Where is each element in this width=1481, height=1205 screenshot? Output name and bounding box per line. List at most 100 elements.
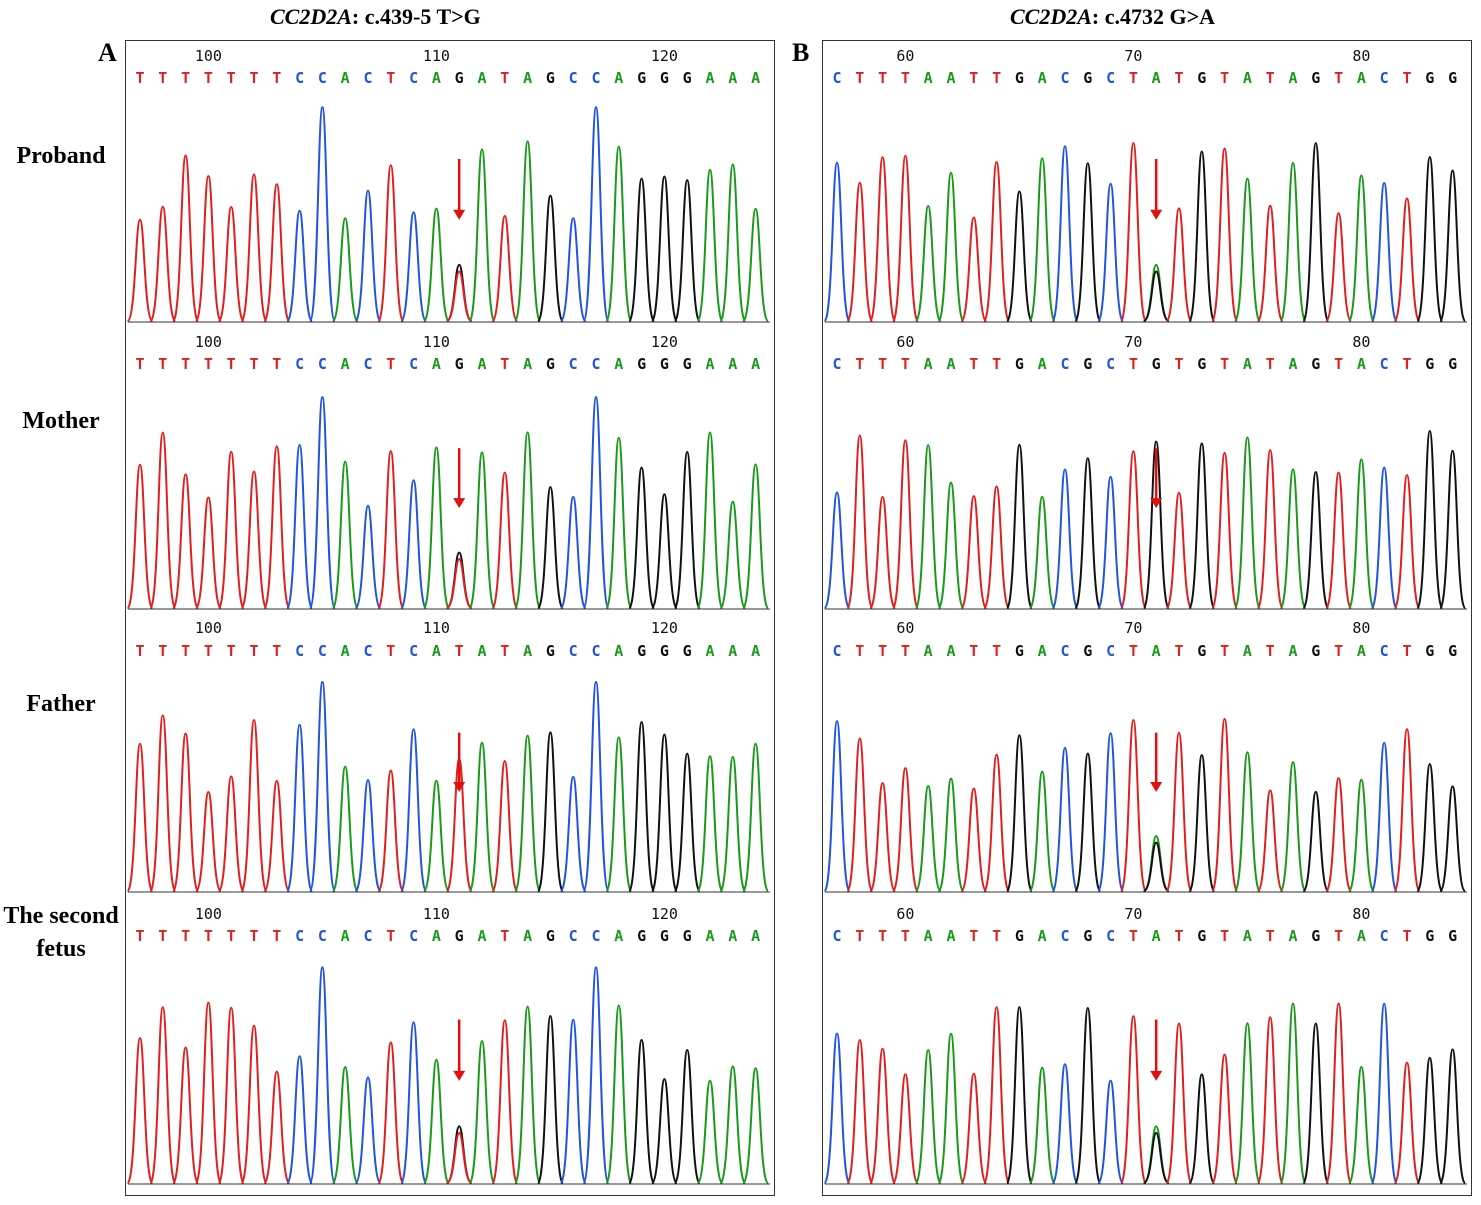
base-call: T (1334, 642, 1343, 660)
base-call: A (946, 927, 955, 945)
trace-peak (582, 106, 610, 322)
base-call: C (591, 927, 600, 945)
trace-peak (1142, 1125, 1170, 1184)
base-call: T (992, 927, 1001, 945)
trace-peak (240, 719, 268, 892)
base-call: A (614, 642, 623, 660)
trace-peak (1097, 1079, 1125, 1184)
panel-a-letter: A (98, 38, 117, 67)
base-call: G (1015, 927, 1024, 945)
trace-peak (559, 1018, 587, 1184)
base-call: T (1220, 642, 1229, 660)
position-label: 110 (423, 47, 450, 65)
base-call: A (924, 642, 933, 660)
base-call: A (477, 642, 486, 660)
trace-peak (1028, 157, 1056, 322)
base-call: T (386, 927, 395, 945)
base-call: T (969, 927, 978, 945)
trace-peak (217, 1006, 245, 1184)
trace-peak (869, 1047, 897, 1184)
trace-peak (514, 734, 542, 892)
base-call: T (1129, 642, 1138, 660)
trace-peak (400, 728, 428, 892)
base-call: C (1106, 355, 1115, 373)
position-label: 100 (195, 619, 222, 637)
trace-peak (1233, 436, 1261, 609)
trace-peak (869, 156, 897, 322)
base-call: C (1060, 642, 1069, 660)
base-call: T (272, 355, 281, 373)
base-call: C (1380, 355, 1389, 373)
trace-peak (1028, 770, 1056, 892)
trace-peak (377, 450, 405, 609)
trace-peak (823, 720, 851, 892)
trace-peak (126, 1036, 154, 1184)
trace-peak (1256, 204, 1284, 322)
trace-peak (1233, 751, 1261, 892)
base-call: A (1152, 642, 1161, 660)
panel-b-chromatograms: 60 70 80 C T T T A A T T G A C G C T A T G T A T A G T A C T G G 60 70 80… (822, 40, 1472, 1196)
base-call: T (158, 355, 167, 373)
trace-peak (354, 504, 382, 609)
trace-peak (468, 741, 496, 892)
base-call: A (705, 355, 714, 373)
trace-peak (650, 733, 678, 892)
trace-peak (1302, 142, 1330, 322)
trace-peak (1416, 763, 1444, 892)
panel-a-chromatograms: 100 110 120 T T T T T T T C C A C T C A G A T A G C C A G G G A A A 100… (125, 40, 775, 1196)
trace-peak (400, 211, 428, 322)
trace-peak (914, 785, 942, 892)
trace-peak (1439, 449, 1467, 609)
base-call: T (500, 642, 509, 660)
base-call: G (1083, 927, 1092, 945)
base-call: T (1220, 927, 1229, 945)
base-call: A (728, 927, 737, 945)
base-call: G (546, 355, 555, 373)
position-label: 120 (651, 905, 678, 923)
trace-peak (491, 760, 519, 892)
base-call: A (946, 69, 955, 87)
base-call: G (1197, 69, 1206, 87)
base-call: A (728, 642, 737, 660)
trace-peak (891, 767, 919, 892)
base-call: G (660, 642, 669, 660)
trace-peak (1439, 1048, 1467, 1184)
trace-peak (937, 171, 965, 322)
base-call: C (409, 642, 418, 660)
base-call: C (295, 69, 304, 87)
base-call: C (363, 69, 372, 87)
trace-peak (650, 493, 678, 609)
base-call: T (1402, 927, 1411, 945)
trace-peak (514, 1005, 542, 1184)
trace-peak (846, 737, 874, 892)
trace-peak (742, 463, 770, 609)
trace-peak (172, 1046, 200, 1184)
trace-peak (331, 765, 359, 892)
trace-peak (331, 1066, 359, 1184)
trace-peak (960, 495, 988, 609)
base-call: T (181, 642, 190, 660)
base-call: G (546, 642, 555, 660)
trace-peak (149, 431, 177, 609)
trace-peak (914, 444, 942, 609)
base-call: G (1015, 69, 1024, 87)
trace-peak (377, 769, 405, 892)
panel-b-letter: B (792, 38, 810, 67)
base-call: G (1311, 355, 1320, 373)
trace-peak (536, 194, 564, 322)
base-call: C (295, 355, 304, 373)
base-call: T (1266, 927, 1275, 945)
trace-peak (1074, 752, 1102, 892)
row-label-mother: Mother (22, 408, 100, 434)
base-call: T (969, 642, 978, 660)
base-call: C (1380, 642, 1389, 660)
trace-peak (536, 1015, 564, 1184)
trace-peak (217, 775, 245, 892)
trace-peak (696, 755, 724, 892)
base-call: C (409, 927, 418, 945)
trace-peak (559, 775, 587, 892)
trace-peak (1211, 147, 1239, 322)
trace-peak (445, 263, 473, 322)
trace-peak (172, 473, 200, 609)
